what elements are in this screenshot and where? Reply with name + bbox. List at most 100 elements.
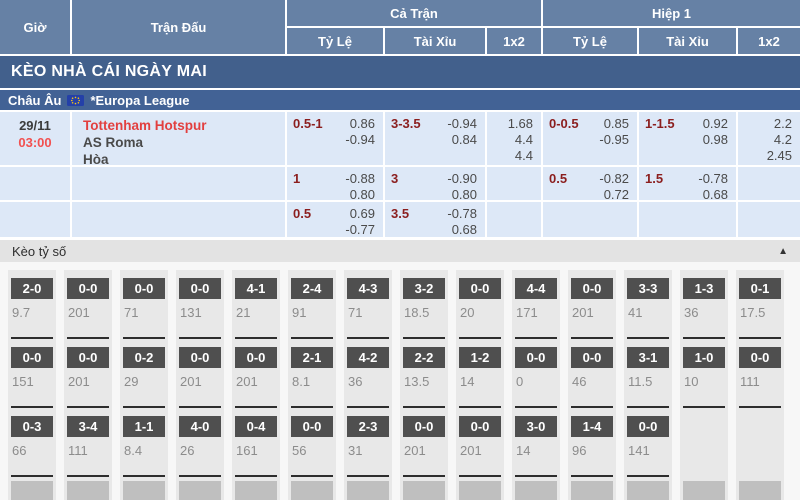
score-badge[interactable]: 0-0: [459, 415, 501, 437]
score-badge[interactable]: 0-0: [739, 346, 781, 368]
score-badge[interactable]: 4-3: [347, 278, 389, 299]
score-badge[interactable]: 2-2: [403, 346, 445, 368]
score-odds-value: 151: [12, 373, 34, 389]
score-badge[interactable]: 2-4: [291, 278, 333, 299]
score-odds-value: 161: [236, 442, 258, 458]
score-cell: 0-0 131: [176, 270, 224, 339]
score-cell: 3-2 18.5: [400, 270, 448, 339]
h1-over-under-odds[interactable]: 1.5 -0.78 0.68: [639, 167, 736, 202]
h1-1x2-odds[interactable]: 2.2 4.2 2.45: [738, 112, 800, 165]
ft-handicap-odds[interactable]: 0.5-1 0.86 -0.94: [287, 112, 383, 165]
h1-over-under-odds[interactable]: 1-1.5 0.92 0.98: [639, 112, 736, 165]
score-badge[interactable]: 1-0: [683, 346, 725, 368]
score-badge[interactable]: 2-1: [291, 346, 333, 368]
score-badge[interactable]: 0-0: [179, 278, 221, 299]
handicap-line: 0-0.5: [549, 116, 579, 131]
score-column: 3-2 18.5 2-2 13.5 0-0 201: [400, 270, 448, 500]
h1-handicap-odds[interactable]: 0.5 -0.82 0.72: [543, 167, 637, 202]
cell-divider: [627, 336, 669, 339]
score-badge[interactable]: 0-0: [627, 415, 669, 437]
score-badge[interactable]: 0-0: [11, 346, 53, 368]
next-row-partial-badge: [627, 480, 669, 500]
column-group-first-half: Hiệp 1: [543, 0, 800, 26]
score-badge[interactable]: 3-3: [627, 278, 669, 299]
score-odds-value: 201: [572, 305, 594, 320]
score-badge[interactable]: 0-0: [123, 278, 165, 299]
score-badge[interactable]: 0-0: [515, 346, 557, 368]
score-badge[interactable]: 3-2: [403, 278, 445, 299]
total-line: 1.5: [645, 171, 664, 186]
score-cell: 4-4 171: [512, 270, 560, 339]
score-badge[interactable]: 0-0: [67, 346, 109, 368]
ft-over-under-odds[interactable]: 3-3.5 -0.94 0.84: [385, 112, 485, 165]
odds-values: -0.90 0.80: [447, 171, 477, 202]
score-badge[interactable]: 0-1: [739, 278, 781, 299]
cell-divider: [403, 336, 445, 339]
league-name: *Europa League: [90, 92, 190, 108]
score-cell: 1-0 10: [680, 339, 728, 408]
total-line: 3-3.5: [391, 116, 421, 131]
score-badge[interactable]: 0-0: [403, 415, 445, 437]
ft-over-under-odds[interactable]: 3.5 -0.78 0.68: [385, 202, 485, 237]
score-odds-value: 9.7: [12, 305, 31, 320]
score-badge[interactable]: 3-4: [67, 415, 109, 437]
score-odds-value: 26: [180, 442, 195, 458]
chevron-up-icon[interactable]: ▲: [778, 245, 788, 257]
score-odds-value: 171: [516, 305, 538, 320]
handicap-line: 0.5: [293, 206, 312, 221]
score-badge[interactable]: 0-0: [179, 346, 221, 368]
cell-divider: [235, 405, 277, 408]
score-badge[interactable]: 4-4: [515, 278, 557, 299]
empty-cell: [543, 202, 637, 237]
score-section-header[interactable]: Kèo tỷ số ▲: [0, 240, 800, 262]
score-badge[interactable]: 0-0: [571, 346, 613, 368]
score-badge[interactable]: 3-0: [515, 415, 557, 437]
ft-handicap-odds[interactable]: 1 -0.88 0.80: [287, 167, 383, 202]
score-column: 0-0 71 0-2 29 1-1 8.4: [120, 270, 168, 500]
ft-over-under-odds[interactable]: 3 -0.90 0.80: [385, 167, 485, 202]
column-header-ft-over-under: Tài Xỉu: [385, 28, 485, 54]
score-odds-value: 18.5: [404, 305, 430, 320]
cell-divider: [459, 405, 501, 408]
score-badge[interactable]: 4-2: [347, 346, 389, 368]
score-badge[interactable]: 4-0: [179, 415, 221, 437]
odds-values: -0.78 0.68: [698, 171, 728, 202]
score-badge[interactable]: 1-1: [123, 415, 165, 437]
score-odds-value: 0: [516, 373, 524, 389]
score-badge[interactable]: 1-2: [459, 346, 501, 368]
score-badge[interactable]: 0-0: [235, 346, 277, 368]
score-odds-value: 46: [572, 373, 587, 389]
odds-values: 0.85 -0.95: [599, 116, 629, 147]
score-badge[interactable]: 0-4: [235, 415, 277, 437]
score-cell: 0-0 151: [8, 339, 56, 408]
score-badge[interactable]: 0-3: [11, 415, 53, 437]
score-badge[interactable]: 2-3: [347, 415, 389, 437]
score-odds-value: 66: [12, 442, 27, 458]
score-badge[interactable]: 0-2: [123, 346, 165, 368]
cell-divider: [235, 336, 277, 339]
score-badge[interactable]: 1-4: [571, 415, 613, 437]
score-badge[interactable]: 4-1: [235, 278, 277, 299]
score-cell: 0-0 201: [64, 270, 112, 339]
score-badge[interactable]: 2-0: [11, 278, 53, 299]
handicap-line: 0.5-1: [293, 116, 323, 131]
score-badge[interactable]: 0-0: [571, 278, 613, 299]
ft-handicap-odds[interactable]: 0.5 0.69 -0.77: [287, 202, 383, 237]
score-badge[interactable]: 0-0: [67, 278, 109, 299]
score-column: 0-0 201 0-0 46 1-4 96: [568, 270, 616, 500]
next-row-partial-badge: [515, 480, 557, 500]
empty-cell: [487, 167, 541, 200]
score-badge[interactable]: 1-3: [683, 278, 725, 299]
column-header-time: Giờ: [0, 0, 70, 54]
score-badge[interactable]: 3-1: [627, 346, 669, 368]
total-line: 1-1.5: [645, 116, 675, 131]
score-cell: 3-4 111: [64, 408, 112, 477]
cell-divider: [627, 405, 669, 408]
league-row[interactable]: Châu Âu *Europa League: [0, 90, 800, 110]
ft-1x2-odds[interactable]: 1.68 4.4 4.4: [487, 112, 541, 165]
next-row-partial-badge: [11, 480, 53, 500]
score-cell: 4-0 26: [176, 408, 224, 477]
score-badge[interactable]: 0-0: [459, 278, 501, 299]
score-badge[interactable]: 0-0: [291, 415, 333, 437]
h1-handicap-odds[interactable]: 0-0.5 0.85 -0.95: [543, 112, 637, 165]
